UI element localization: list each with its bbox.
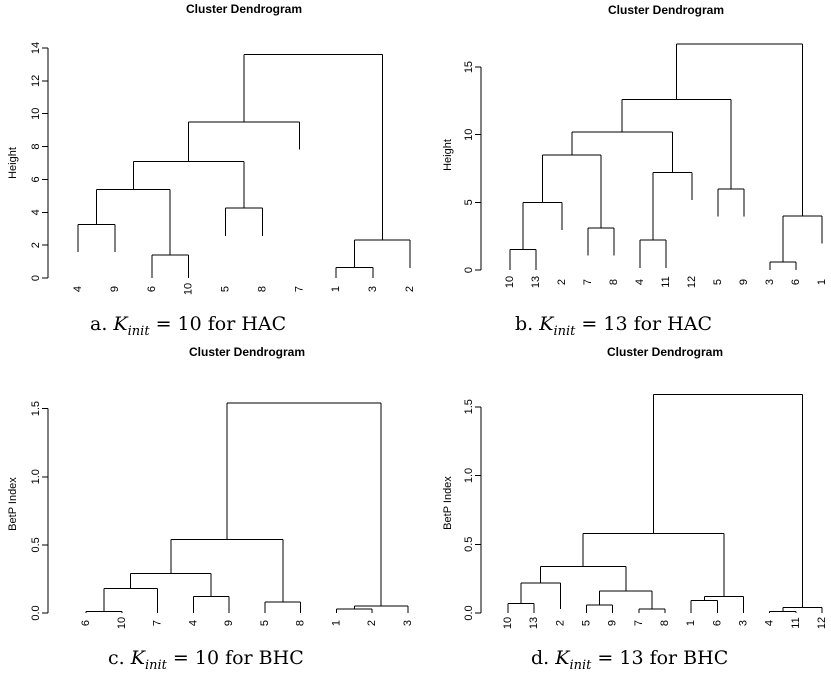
leaf-label: 6: [711, 620, 723, 626]
leaf-label: 12: [816, 617, 828, 629]
figure-caption: b. Kinit = 13 for HAC: [515, 313, 712, 339]
figure-caption: d. Kinit = 13 for BHC: [531, 647, 728, 673]
leaf-label: 9: [109, 286, 121, 292]
leaf-label: 4: [764, 620, 776, 626]
leaf-label: 13: [530, 276, 542, 288]
y-tick-label: 0.0: [463, 605, 475, 620]
leaf-label: 11: [790, 617, 802, 628]
leaf-label: 4: [634, 279, 646, 285]
y-tick-label: 4: [30, 209, 42, 215]
leaf-label: 7: [152, 620, 164, 626]
y-tick-label: 1.5: [463, 399, 475, 414]
leaf-label: 6: [790, 279, 802, 285]
caption-suffix: = 10 for BHC: [167, 647, 304, 669]
leaf-label: 11: [660, 276, 672, 287]
figure-caption: c. Kinit = 10 for BHC: [108, 647, 304, 673]
leaf-label: 1: [330, 286, 342, 292]
caption-prefix: a.: [90, 313, 113, 335]
y-tick-label: 0: [463, 267, 475, 273]
dendrogram-panel-3: Cluster Dendrogram BetP Index 0.0 0.5 1.0 1.5…: [7, 345, 414, 673]
caption-prefix: c.: [108, 647, 131, 669]
leaf-label: 9: [607, 620, 619, 626]
leaf-label: 5: [220, 286, 232, 292]
y-tick-label: 12: [30, 75, 42, 87]
y-tick-label: 8: [30, 144, 42, 150]
y-tick-label: 1.0: [30, 469, 42, 484]
leaf-label: 7: [633, 620, 645, 626]
leaf-label: 3: [738, 620, 750, 626]
leaf-label: 2: [556, 279, 568, 285]
y-axis-label: BetP Index: [442, 476, 454, 530]
chart-title: Cluster Dendrogram: [189, 345, 305, 359]
leaf-label: 3: [402, 620, 414, 626]
y-tick-label: 14: [30, 42, 42, 54]
y-tick-label: 5: [463, 199, 475, 205]
leaf-label: 1: [816, 279, 828, 285]
leaf-label: 2: [366, 620, 378, 626]
y-tick-label: 0: [30, 275, 42, 281]
y-tick-label: 0.5: [463, 537, 475, 552]
chart-title: Cluster Dendrogram: [186, 2, 302, 16]
leaf-label: 4: [187, 620, 199, 626]
leaf-label: 10: [116, 617, 128, 629]
leaf-label: 1: [685, 620, 697, 626]
y-axis-label: Height: [442, 139, 454, 171]
y-tick-label: 1.0: [463, 468, 475, 483]
leaf-label: 10: [502, 617, 514, 629]
caption-subscript: init: [145, 658, 168, 673]
leaf-label: 5: [581, 620, 593, 626]
y-tick-label: 10: [463, 129, 475, 141]
caption-suffix: = 10 for HAC: [150, 313, 287, 335]
caption-subscript: init: [128, 324, 151, 339]
caption-subscript: init: [553, 324, 576, 339]
y-tick-label: 1.5: [30, 401, 42, 416]
leaf-label: 2: [404, 286, 416, 292]
caption-k: K: [112, 313, 129, 335]
leaf-label: 10: [504, 276, 516, 288]
caption-k: K: [130, 647, 147, 669]
leaf-label: 12: [686, 276, 698, 288]
caption-suffix: = 13 for HAC: [575, 313, 712, 335]
chart-title: Cluster Dendrogram: [607, 345, 723, 359]
caption-prefix: d.: [531, 647, 555, 669]
leaf-label: 8: [608, 279, 620, 285]
leaf-label: 5: [259, 620, 271, 626]
dendrogram-panel-4: Cluster Dendrogram BetP Index 0.0 0.5 1.0 1.5…: [442, 345, 828, 673]
y-tick-label: 0.0: [30, 605, 42, 620]
leaf-label: 10: [183, 283, 195, 295]
y-tick-label: 15: [463, 61, 475, 73]
y-axis-label: Height: [7, 147, 19, 179]
y-tick-label: 0.5: [30, 537, 42, 552]
figure-caption: a. Kinit = 10 for HAC: [90, 313, 286, 339]
leaf-label: 6: [146, 286, 158, 292]
caption-k: K: [538, 313, 555, 335]
leaf-label: 7: [582, 279, 594, 285]
leaf-label: 7: [293, 286, 305, 292]
leaf-label: 2: [554, 620, 566, 626]
y-tick-label: 6: [30, 176, 42, 182]
y-tick-label: 10: [30, 108, 42, 120]
y-axis-label: BetP Index: [7, 477, 19, 531]
leaf-label: 5: [712, 279, 724, 285]
caption-prefix: b.: [515, 313, 539, 335]
leaf-label: 1: [330, 620, 342, 626]
leaf-label: 13: [528, 617, 540, 629]
leaf-label: 9: [738, 279, 750, 285]
leaf-label: 6: [80, 620, 92, 626]
y-tick-label: 2: [30, 242, 42, 248]
leaf-label: 8: [256, 286, 268, 292]
caption-k: K: [554, 647, 571, 669]
leaf-label: 8: [295, 620, 307, 626]
leaf-label: 4: [72, 286, 84, 292]
caption-subscript: init: [569, 658, 592, 673]
leaf-label: 3: [764, 279, 776, 285]
caption-suffix: = 13 for BHC: [591, 647, 728, 669]
leaf-label: 8: [659, 620, 671, 626]
leaf-label: 3: [367, 286, 379, 292]
leaf-label: 9: [223, 620, 235, 626]
chart-title: Cluster Dendrogram: [608, 3, 724, 17]
